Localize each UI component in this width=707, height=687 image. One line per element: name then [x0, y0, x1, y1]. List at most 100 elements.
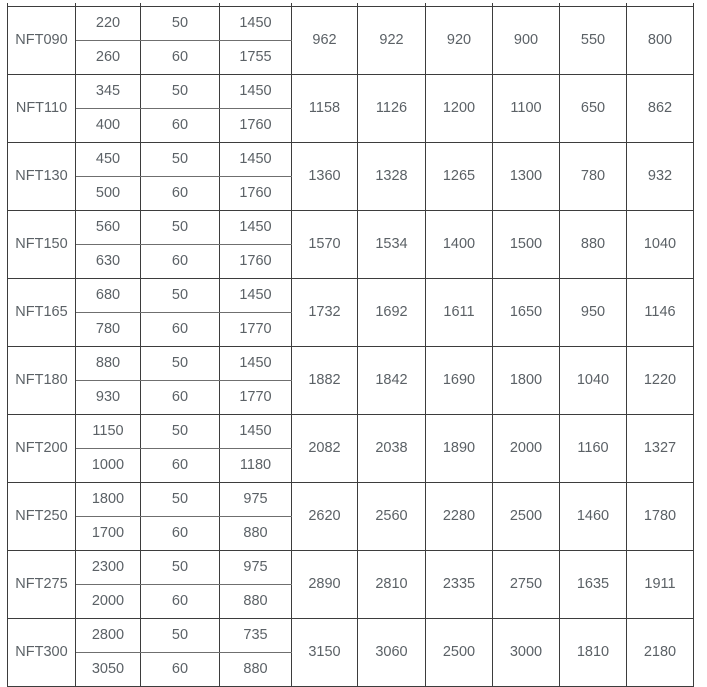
- data-cell: 1450: [219, 6, 292, 41]
- data-cell-merged: 3060: [357, 618, 426, 687]
- data-cell-merged: 920: [425, 6, 493, 75]
- specification-table: NFT090 220 50 1450 962 922 920 900 550 800 260 60 17…: [7, 3, 694, 687]
- data-cell-merged: 1570: [291, 210, 358, 279]
- model-label-cell: NFT300: [7, 618, 76, 687]
- data-cell-merged: 950: [559, 278, 627, 347]
- model-label-cell: NFT250: [7, 482, 76, 551]
- data-cell: 1760: [219, 108, 292, 143]
- data-cell: 880: [219, 584, 292, 619]
- data-cell: 60: [140, 516, 220, 551]
- table-row: 1000 60 1180: [8, 448, 694, 483]
- table-row: 400 60 1760: [8, 108, 694, 143]
- data-cell: 50: [140, 482, 220, 517]
- data-cell: 3050: [75, 652, 141, 687]
- data-cell-merged: 1400: [425, 210, 493, 279]
- data-cell-merged: 1328: [357, 142, 426, 211]
- data-cell: 60: [140, 584, 220, 619]
- data-cell-merged: 1500: [492, 210, 560, 279]
- data-cell-merged: 1160: [559, 414, 627, 483]
- data-cell-merged: 1882: [291, 346, 358, 415]
- data-cell-merged: 1690: [425, 346, 493, 415]
- table-row: 1700 60 880: [8, 516, 694, 551]
- data-cell: 50: [140, 550, 220, 585]
- data-cell: 1180: [219, 448, 292, 483]
- data-cell: 975: [219, 482, 292, 517]
- data-cell: 50: [140, 278, 220, 313]
- table-row: NFT275 2300 50 975 2890 2810 2335 2750 1635 1911: [7, 550, 694, 619]
- specification-table-container: NFT090 220 50 1450 962 922 920 900 550 800 260 60 17…: [7, 3, 694, 687]
- model-label-cell: NFT130: [7, 142, 76, 211]
- data-cell: 2300: [75, 550, 141, 585]
- data-cell: 680: [75, 278, 141, 313]
- data-cell: 260: [75, 40, 141, 75]
- data-cell-merged: 1635: [559, 550, 627, 619]
- data-cell: 1450: [219, 142, 292, 177]
- data-cell-merged: 1100: [492, 74, 560, 143]
- data-cell: 50: [140, 142, 220, 177]
- data-cell: 1800: [75, 482, 141, 517]
- data-cell: 1450: [219, 414, 292, 449]
- data-cell: 60: [140, 108, 220, 143]
- data-cell-merged: 900: [492, 6, 560, 75]
- data-cell-merged: 1220: [626, 346, 694, 415]
- data-cell: 500: [75, 176, 141, 211]
- data-cell-merged: 1300: [492, 142, 560, 211]
- data-cell-merged: 2890: [291, 550, 358, 619]
- data-cell: 50: [140, 74, 220, 109]
- table-row: NFT200 1150 50 1450 2082 2038 1890 2000 1160 1327: [7, 414, 694, 483]
- data-cell-merged: 1842: [357, 346, 426, 415]
- data-cell: 60: [140, 176, 220, 211]
- data-cell: 60: [140, 312, 220, 347]
- data-cell: 930: [75, 380, 141, 415]
- data-cell-merged: 1611: [425, 278, 493, 347]
- model-label-cell: NFT180: [7, 346, 76, 415]
- data-cell: 560: [75, 210, 141, 245]
- model-label-cell: NFT275: [7, 550, 76, 619]
- data-cell-merged: 1534: [357, 210, 426, 279]
- data-cell-merged: 1650: [492, 278, 560, 347]
- data-cell: 50: [140, 210, 220, 245]
- data-cell-merged: 1460: [559, 482, 627, 551]
- data-cell-merged: 2280: [425, 482, 493, 551]
- table-row: NFT090 220 50 1450 962 922 920 900 550 800: [7, 6, 694, 75]
- data-cell: 735: [219, 618, 292, 653]
- table-row: 2000 60 880: [8, 584, 694, 619]
- data-cell: 220: [75, 6, 141, 41]
- model-label-cell: NFT200: [7, 414, 76, 483]
- table-row: NFT150 560 50 1450 1570 1534 1400 1500 880 1040: [7, 210, 694, 279]
- data-cell: 2800: [75, 618, 141, 653]
- model-label-cell: NFT110: [7, 74, 76, 143]
- data-cell-merged: 1800: [492, 346, 560, 415]
- data-cell: 1450: [219, 74, 292, 109]
- data-cell: 880: [75, 346, 141, 381]
- data-cell-merged: 3150: [291, 618, 358, 687]
- model-label-cell: NFT165: [7, 278, 76, 347]
- data-cell: 60: [140, 40, 220, 75]
- data-cell: 1760: [219, 176, 292, 211]
- data-cell: 630: [75, 244, 141, 279]
- table-row: 780 60 1770: [8, 312, 694, 347]
- data-cell: 1770: [219, 312, 292, 347]
- table-row: NFT165 680 50 1450 1732 1692 1611 1650 950 1146: [7, 278, 694, 347]
- data-cell-merged: 1327: [626, 414, 694, 483]
- table-row: NFT250 1800 50 975 2620 2560 2280 2500 1460 1780: [7, 482, 694, 551]
- data-cell-merged: 862: [626, 74, 694, 143]
- data-cell-merged: 1040: [626, 210, 694, 279]
- data-cell: 60: [140, 652, 220, 687]
- data-cell-merged: 2000: [492, 414, 560, 483]
- data-cell-merged: 1810: [559, 618, 627, 687]
- table-row: NFT110 345 50 1450 1158 1126 1200 1100 650 862: [7, 74, 694, 143]
- data-cell-merged: 1200: [425, 74, 493, 143]
- data-cell-merged: 2560: [357, 482, 426, 551]
- data-cell-merged: 1158: [291, 74, 358, 143]
- data-cell-merged: 1265: [425, 142, 493, 211]
- data-cell: 60: [140, 380, 220, 415]
- data-cell: 1760: [219, 244, 292, 279]
- data-cell: 1700: [75, 516, 141, 551]
- data-cell: 2000: [75, 584, 141, 619]
- data-cell: 1450: [219, 346, 292, 381]
- data-cell: 60: [140, 244, 220, 279]
- data-cell: 975: [219, 550, 292, 585]
- data-cell-merged: 1126: [357, 74, 426, 143]
- data-cell: 450: [75, 142, 141, 177]
